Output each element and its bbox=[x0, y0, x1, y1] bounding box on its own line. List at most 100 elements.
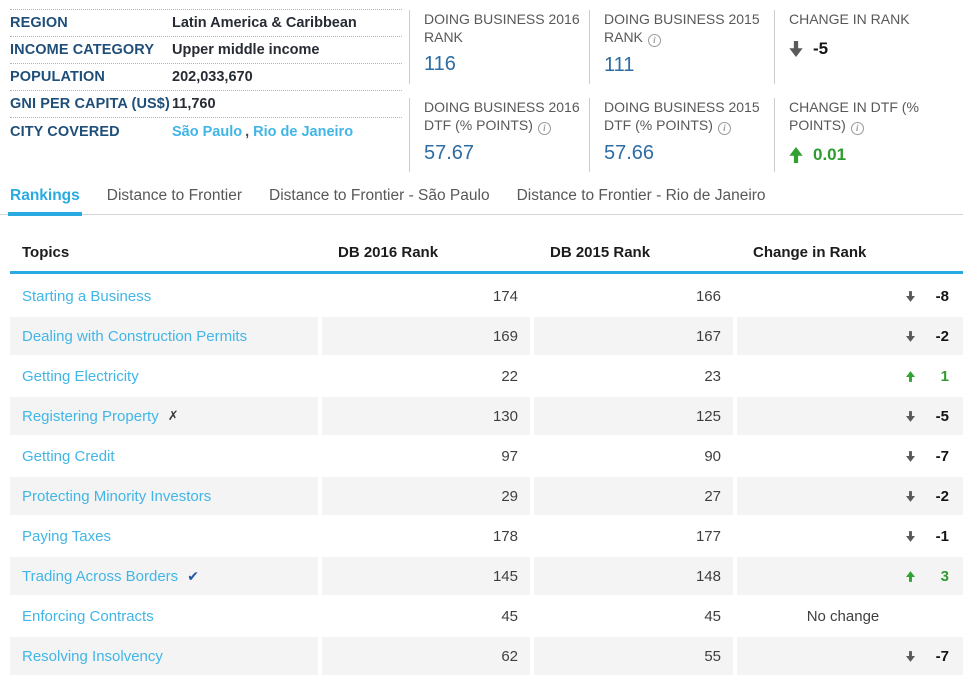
city-covered-label: CITY COVERED bbox=[10, 123, 120, 140]
check-marker-icon: ✔ bbox=[187, 567, 199, 584]
db2016-rank-cell: 62 bbox=[322, 637, 530, 675]
change-in-dtf-label: CHANGE IN DTF (% POINTS) i bbox=[789, 99, 919, 135]
topic-link[interactable]: Trading Across Borders bbox=[22, 567, 179, 585]
topic-link[interactable]: Registering Property bbox=[22, 407, 159, 425]
change-in-rank-cell: No change bbox=[806, 607, 880, 625]
topic-link[interactable]: Enforcing Contracts bbox=[22, 607, 154, 625]
db2015-rank-cell: 177 bbox=[695, 527, 721, 545]
tab-rankings[interactable]: Rankings bbox=[8, 187, 82, 216]
change-in-dtf-value: 0.01 bbox=[789, 145, 957, 165]
rank-change-direction-icon bbox=[906, 370, 915, 382]
region-label: REGION bbox=[10, 15, 68, 31]
population-value: 202,033,670 bbox=[172, 69, 253, 85]
info-icon[interactable]: i bbox=[647, 33, 661, 47]
down-arrow-icon bbox=[789, 40, 803, 57]
db2015-rank-cell: 90 bbox=[704, 447, 721, 465]
table-row-resolving-insolvency: Resolving Insolvency 62 55 -7 bbox=[10, 637, 963, 675]
table-body: Starting a Business 174 166 -8 Dealing w… bbox=[10, 277, 963, 675]
db2015-rank-cell: 167 bbox=[534, 317, 733, 355]
db2015-dtf-label: DOING BUSINESS 2015 DTF (% POINTS) i bbox=[604, 99, 760, 135]
info-icon[interactable]: i bbox=[850, 121, 864, 135]
dtf-change-direction-icon bbox=[789, 146, 803, 163]
db2016-rank-cell: 174 bbox=[492, 287, 518, 305]
db2016-rank-label: DOING BUSINESS 2016 RANK bbox=[424, 11, 580, 45]
info-icon[interactable]: i bbox=[717, 121, 731, 135]
db2016-rank-cell: 145 bbox=[322, 557, 530, 595]
summary-cell-change-in-dtf: CHANGE IN DTF (% POINTS) i 0.01 bbox=[774, 98, 963, 172]
rank-change-direction-icon bbox=[906, 450, 915, 462]
table-row-getting-credit: Getting Credit 97 90 -7 bbox=[10, 437, 963, 475]
up-arrow-icon bbox=[906, 570, 915, 582]
topic-link[interactable]: Resolving Insolvency bbox=[22, 647, 163, 665]
table-row-paying-taxes: Paying Taxes 178 177 -1 bbox=[10, 517, 963, 555]
country-summary-section: REGION Latin America & Caribbean INCOME … bbox=[0, 0, 963, 172]
db2016-rank-cell: 45 bbox=[501, 607, 518, 625]
topic-link[interactable]: Protecting Minority Investors bbox=[22, 487, 212, 505]
db2015-rank-cell: 125 bbox=[534, 397, 733, 435]
tab-distance-to-frontier-sao-paulo[interactable]: Distance to Frontier - São Paulo bbox=[269, 187, 490, 204]
population-label: POPULATION bbox=[10, 69, 105, 85]
change-in-rank-label: CHANGE IN RANK bbox=[789, 11, 910, 27]
down-arrow-icon bbox=[906, 650, 915, 662]
db2016-rank-cell: 97 bbox=[501, 447, 518, 465]
topic-link[interactable]: Paying Taxes bbox=[22, 527, 111, 545]
city-link-sao-paulo[interactable]: São Paulo bbox=[172, 123, 243, 140]
info-icon[interactable]: i bbox=[537, 121, 551, 135]
summary-cell-db2016-rank: DOING BUSINESS 2016 RANK 116 bbox=[409, 10, 589, 84]
country-info-table: REGION Latin America & Caribbean INCOME … bbox=[10, 9, 402, 172]
topic-link[interactable]: Getting Electricity bbox=[22, 367, 139, 385]
change-in-rank-cell: -7 bbox=[737, 437, 963, 475]
down-arrow-icon bbox=[906, 450, 915, 462]
db2016-rank-cell: 130 bbox=[322, 397, 530, 435]
down-arrow-icon bbox=[906, 490, 915, 502]
summary-cell-db2015-rank: DOING BUSINESS 2015 RANK i 111 bbox=[589, 10, 774, 84]
db2015-rank-cell: 23 bbox=[704, 367, 721, 385]
rank-change-direction-icon bbox=[906, 490, 915, 502]
db2016-dtf-value: 57.67 bbox=[424, 141, 475, 164]
summary-cell-change-in-rank: CHANGE IN RANK -5 bbox=[774, 10, 963, 84]
db2016-rank-cell: 178 bbox=[492, 527, 518, 545]
header-db2016-rank: DB 2016 Rank bbox=[338, 244, 439, 261]
down-arrow-icon bbox=[906, 330, 915, 342]
tab-distance-to-frontier[interactable]: Distance to Frontier bbox=[106, 187, 243, 204]
city-covered-value: São Paulo, Rio de Janeiro bbox=[172, 124, 353, 140]
summary-cell-db2015-dtf: DOING BUSINESS 2015 DTF (% POINTS) i 57.6… bbox=[589, 98, 774, 172]
info-row-population: POPULATION 202,033,670 bbox=[10, 64, 402, 91]
income-category-value: Upper middle income bbox=[172, 42, 320, 58]
tab-distance-to-frontier-rio-de-janeiro[interactable]: Distance to Frontier - Rio de Janeiro bbox=[516, 187, 766, 204]
down-arrow-icon bbox=[906, 410, 915, 422]
income-category-label: INCOME CATEGORY bbox=[10, 42, 155, 58]
info-row-city-covered: CITY COVERED São Paulo, Rio de Janeiro bbox=[10, 118, 402, 145]
topic-link[interactable]: Getting Credit bbox=[22, 447, 115, 465]
gni-per-capita-value: 11,760 bbox=[172, 96, 216, 112]
table-row-getting-electricity: Getting Electricity 22 23 1 bbox=[10, 357, 963, 395]
topic-link[interactable]: Dealing with Construction Permits bbox=[22, 327, 248, 345]
header-topics: Topics bbox=[22, 244, 70, 261]
x-marker-icon: ✗ bbox=[167, 408, 179, 423]
rank-change-direction-icon bbox=[906, 650, 915, 662]
table-row-registering-property: Registering Property ✗ 130 125 -5 bbox=[10, 397, 963, 435]
table-header-row: Topics DB 2016 Rank DB 2015 Rank Change … bbox=[10, 234, 963, 274]
db2016-rank-cell: 29 bbox=[322, 477, 530, 515]
info-row-income-category: INCOME CATEGORY Upper middle income bbox=[10, 37, 402, 64]
rank-change-direction-icon bbox=[789, 40, 803, 57]
rank-change-direction-icon bbox=[906, 290, 915, 302]
summary-metrics-panel: DOING BUSINESS 2016 RANK 116 DOING BUSIN… bbox=[409, 10, 963, 172]
down-arrow-icon bbox=[906, 530, 915, 542]
db2015-rank-label: DOING BUSINESS 2015 RANK i bbox=[604, 11, 760, 47]
db2015-rank-cell: 45 bbox=[704, 607, 721, 625]
change-in-rank-cell: -1 bbox=[737, 517, 963, 555]
info-row-region: REGION Latin America & Caribbean bbox=[10, 10, 402, 37]
table-row-starting-a-business: Starting a Business 174 166 -8 bbox=[10, 277, 963, 315]
city-link-rio-de-janeiro[interactable]: Rio de Janeiro bbox=[253, 123, 354, 140]
rankings-table: Topics DB 2016 Rank DB 2015 Rank Change … bbox=[10, 234, 963, 675]
topic-link[interactable]: Starting a Business bbox=[22, 287, 152, 305]
tab-bar: Rankings Distance to Frontier Distance t… bbox=[0, 187, 963, 216]
table-row-dealing-with-construction-permits: Dealing with Construction Permits 169 16… bbox=[10, 317, 963, 355]
db2015-dtf-value: 57.66 bbox=[604, 141, 655, 164]
db2016-rank-cell: 169 bbox=[322, 317, 530, 355]
table-row-protecting-minority-investors: Protecting Minority Investors 29 27 -2 bbox=[10, 477, 963, 515]
region-value: Latin America & Caribbean bbox=[172, 15, 357, 31]
summary-cell-db2016-dtf: DOING BUSINESS 2016 DTF (% POINTS) i 57.6… bbox=[409, 98, 589, 172]
